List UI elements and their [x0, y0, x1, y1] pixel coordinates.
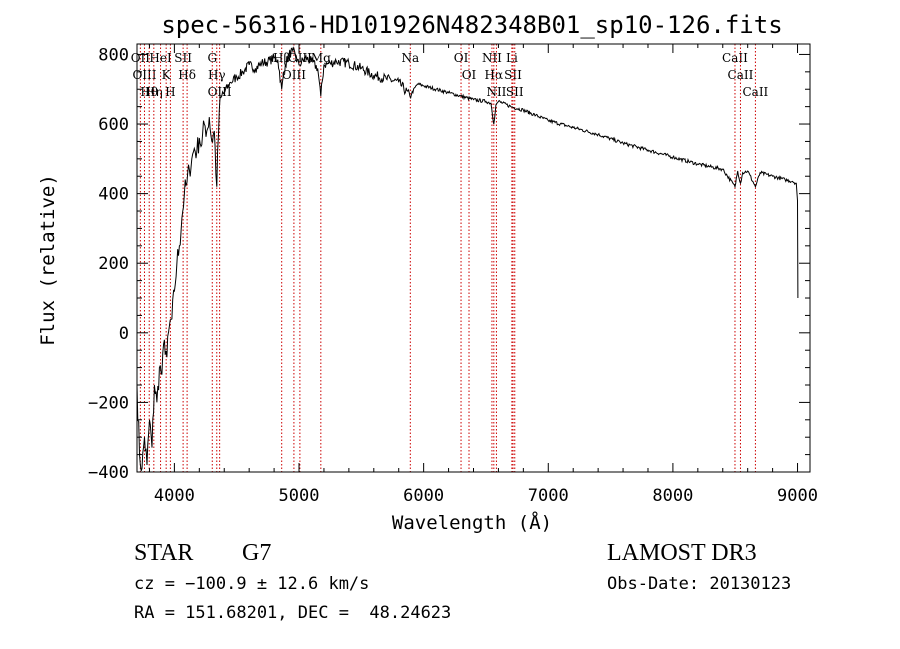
line-marker-label: Hδ	[178, 68, 196, 82]
line-marker-label: CaII	[728, 68, 754, 82]
y-tick-label: 400	[98, 185, 129, 205]
line-marker-label: H	[165, 85, 175, 99]
line-marker-label: OIII	[132, 68, 156, 82]
ra-dec-coordinates: RA = 151.68201, DEC = 48.24623	[134, 603, 452, 623]
x-tick-label: 4000	[154, 486, 195, 506]
redshift-velocity: cz = −100.9 ± 12.6 km/s	[134, 574, 370, 594]
survey-name: LAMOST DR3	[607, 540, 757, 566]
line-marker-label: CaII	[722, 51, 748, 65]
line-marker-label: OIII	[282, 68, 306, 82]
line-marker-label: Hγ	[208, 68, 226, 82]
x-axis: 4000 5000 6000 7000 8000 9000	[148, 44, 818, 506]
x-tick-label: 9000	[777, 486, 818, 506]
y-tick-label: 600	[98, 115, 129, 135]
spectrum-line	[136, 46, 799, 472]
line-marker-label: Hθ	[140, 85, 158, 99]
chart-title: spec-56316-HD101926N482348B01_sp10-126.f…	[161, 11, 782, 39]
x-tick-label: 7000	[528, 486, 569, 506]
object-class: STAR	[134, 540, 194, 566]
line-markers: OIIOIIIHθHηHeIKHSIIHδGHγOIIIHβOIIIOIIIMg…	[131, 44, 769, 472]
spectrum-series	[136, 46, 799, 472]
line-marker-label: NII	[482, 51, 502, 65]
line-marker-label: SII	[506, 85, 524, 99]
observation-date: Obs-Date: 20130123	[607, 574, 792, 594]
line-marker-label: OII	[131, 51, 151, 65]
line-marker-label: HeI	[149, 51, 172, 65]
line-marker-label: OIII	[288, 51, 312, 65]
line-marker-label: CaII	[742, 85, 768, 99]
x-axis-label: Wavelength (Å)	[392, 511, 552, 534]
y-axis: −400 −200 0 200 400 600 800	[88, 45, 810, 483]
line-marker-label: NII	[486, 85, 506, 99]
y-tick-label: 0	[119, 324, 129, 344]
line-marker-label: K	[162, 68, 172, 82]
line-marker-label: Hα	[485, 68, 504, 82]
line-marker-label: OI	[462, 68, 477, 82]
y-tick-label: 800	[98, 45, 129, 65]
x-tick-label: 8000	[652, 486, 693, 506]
line-marker-label: SII	[504, 68, 522, 82]
x-tick-label: 6000	[403, 486, 444, 506]
line-marker-label: SII	[174, 51, 192, 65]
x-tick-label: 5000	[279, 486, 320, 506]
y-axis-label: Flux (relative)	[37, 174, 59, 346]
line-marker-label: Hη	[145, 85, 163, 99]
line-marker-label: G	[207, 51, 217, 65]
line-marker-label: Li	[506, 51, 518, 65]
line-marker-label: OI	[454, 51, 469, 65]
plot-frame	[136, 43, 811, 473]
object-subclass: G7	[242, 540, 272, 566]
y-tick-label: 200	[98, 254, 129, 274]
y-tick-label: −200	[88, 393, 129, 413]
y-tick-label: −400	[88, 463, 129, 483]
line-marker-label: Na	[401, 51, 419, 65]
